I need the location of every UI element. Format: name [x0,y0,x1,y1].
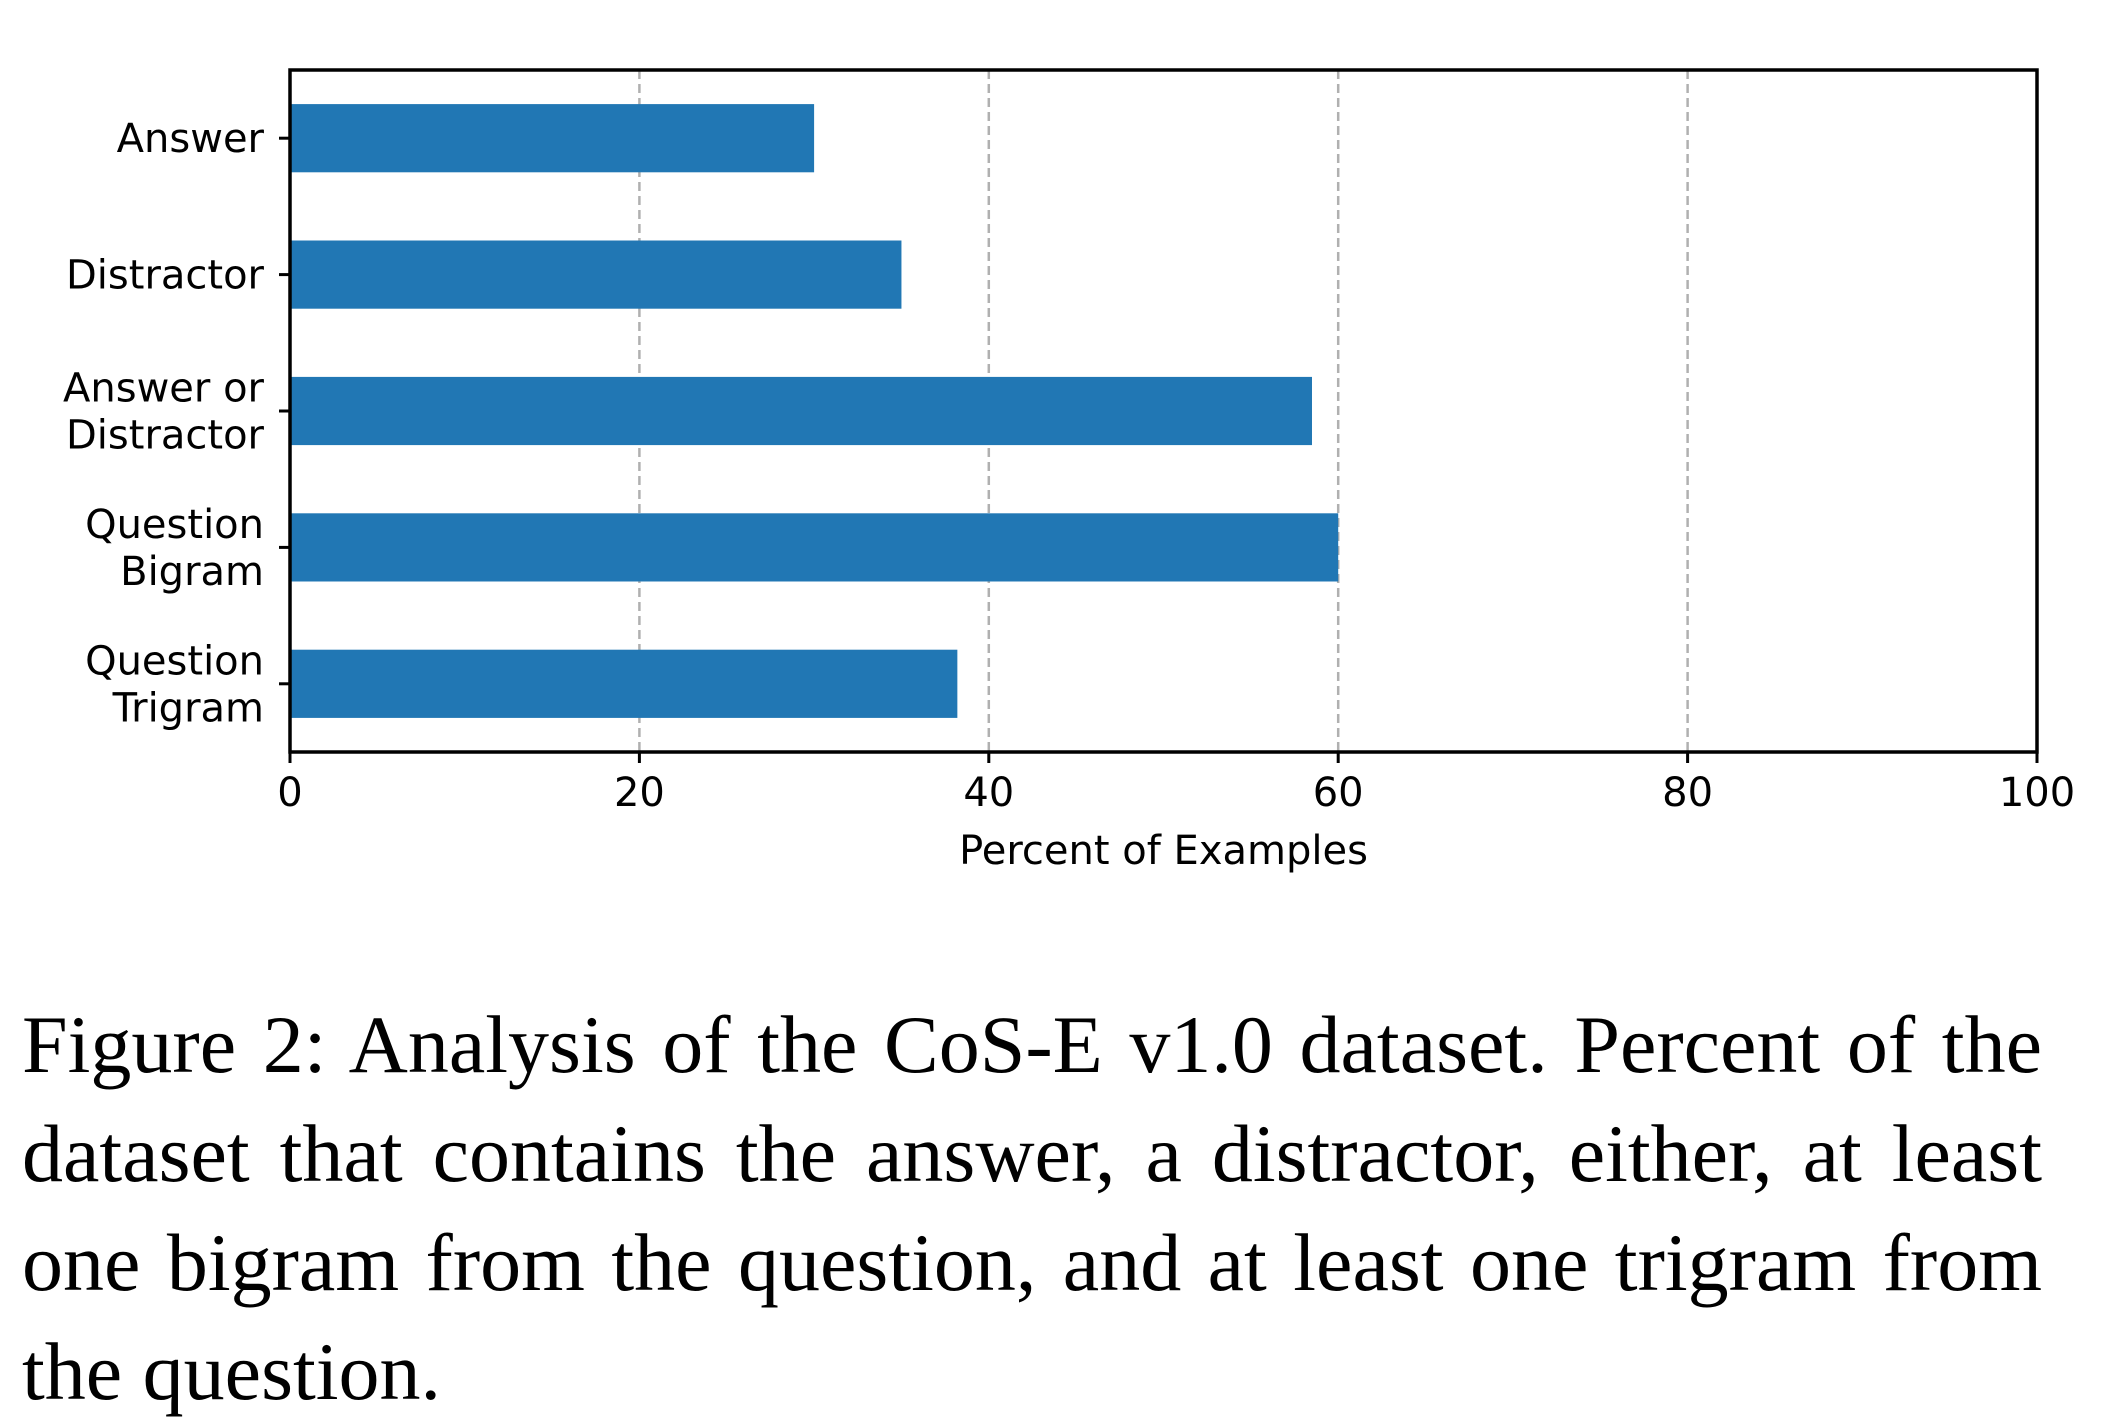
bar-2 [290,376,1312,446]
x-tick-label: 60 [1313,770,1364,816]
chart-figure: Answer Distractor Answer or Distractor Quest… [63,68,2075,874]
x-tick-label: 40 [963,770,1014,816]
y-tick-label: Answer or Distractor [63,366,265,459]
x-tick-label: 20 [614,770,665,816]
x-axis-label: Percent of Examples [959,828,1368,874]
figure-caption: Figure 2: Analysis of the CoS-E v1.0 dat… [22,999,2042,1417]
y-tick-label: Answer [117,116,265,162]
x-tick-label: 100 [1999,770,2075,816]
bar-4 [290,649,958,718]
bar-3 [290,513,1339,582]
x-tick-label: 0 [277,770,302,816]
x-tick-label: 80 [1662,770,1713,816]
y-tick-label: Question Bigram [85,502,264,595]
bar-0 [290,104,815,173]
bar-chart: Answer Distractor Answer or Distractor Quest… [63,68,2075,874]
plot-frame [288,68,2039,754]
y-tick-label: Distractor [66,253,265,299]
bar-1 [290,240,902,309]
y-tick-label: Question Trigram [85,638,264,731]
